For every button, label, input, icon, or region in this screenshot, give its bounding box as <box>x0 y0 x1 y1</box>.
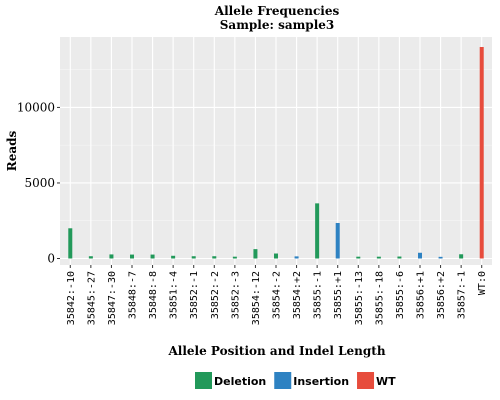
bar-35847-30 <box>109 254 114 259</box>
bar-35855-1 <box>315 203 320 259</box>
x-tick-label: 35855:+1 <box>333 271 344 319</box>
bar-35854-2 <box>294 256 299 259</box>
legend: Deletion Insertion WT <box>195 372 396 389</box>
chart-title: Allele Frequencies <box>214 4 340 18</box>
bar-35848-7 <box>130 254 134 259</box>
x-tick-label: 35856:+1 <box>416 271 427 319</box>
y-axis-ticks: 0 5000 10000 <box>17 100 60 266</box>
legend-swatch-insertion <box>274 372 292 389</box>
x-tick-label: 35852:-1 <box>189 271 200 319</box>
x-tick-label: 35848:-8 <box>148 271 159 319</box>
x-axis-title: Allele Position and Indel Length <box>167 344 385 358</box>
bar-35855-13 <box>356 256 361 259</box>
x-tick-label: 35855:-6 <box>395 271 406 319</box>
x-tick-label: 35854:+2 <box>292 271 303 319</box>
legend-label-wt: WT <box>376 375 396 388</box>
y-axis-title: Reads <box>5 130 19 171</box>
x-tick-label: 35854:-2 <box>272 271 283 319</box>
x-tick-label: 35847:-30 <box>107 271 118 325</box>
x-tick-label: 35852:-3 <box>230 271 241 319</box>
x-tick-label: 35855:-13 <box>354 271 365 325</box>
bar-35854-12 <box>253 249 258 259</box>
x-tick-label: 35855:-1 <box>313 271 324 319</box>
bar-35848-8 <box>150 254 155 259</box>
x-tick-label: 35856:+2 <box>436 271 447 319</box>
y-tick-label: 0 <box>47 252 55 266</box>
chart-subtitle: Sample: sample3 <box>220 18 335 32</box>
x-tick-label: 35857:-1 <box>457 271 468 319</box>
bar-35851-4 <box>171 255 176 259</box>
legend-swatch-wt <box>357 372 375 389</box>
x-axis-ticks: 35842:-10 35845:-27 35847:-30 35848:-7 35848… <box>66 265 488 325</box>
x-tick-label: 35848:-7 <box>128 271 139 319</box>
bar-35845-27 <box>88 256 93 259</box>
bar-WT-0 <box>479 47 484 259</box>
bar-35855-6 <box>397 256 402 259</box>
bar-35856-2 <box>438 256 443 259</box>
bar-35855-18 <box>376 256 381 259</box>
x-tick-label: 35851:-4 <box>169 271 180 319</box>
bar-35842-10 <box>68 228 73 259</box>
legend-swatch-deletion <box>195 372 212 389</box>
bar-35854-2 <box>274 253 278 259</box>
x-tick-label: 35845:-27 <box>86 271 97 325</box>
bar-35852-2 <box>212 256 217 259</box>
bar-35855-1 <box>335 222 340 259</box>
bar-35856-1 <box>418 252 422 259</box>
bar-35852-3 <box>232 256 237 259</box>
legend-label-deletion: Deletion <box>214 375 266 388</box>
x-tick-label: 35852:-2 <box>210 271 221 319</box>
x-tick-label: 35855:-18 <box>374 271 385 325</box>
bar-35857-1 <box>459 254 464 259</box>
bars <box>68 47 484 259</box>
bar-35852-1 <box>191 256 196 259</box>
y-tick-label: 10000 <box>17 100 55 114</box>
x-tick-label: WT:0 <box>477 271 488 295</box>
legend-label-insertion: Insertion <box>293 375 349 388</box>
x-tick-label: 35842:-10 <box>66 271 77 325</box>
x-tick-label: 35854:-12 <box>251 271 262 325</box>
y-tick-label: 5000 <box>24 176 55 190</box>
